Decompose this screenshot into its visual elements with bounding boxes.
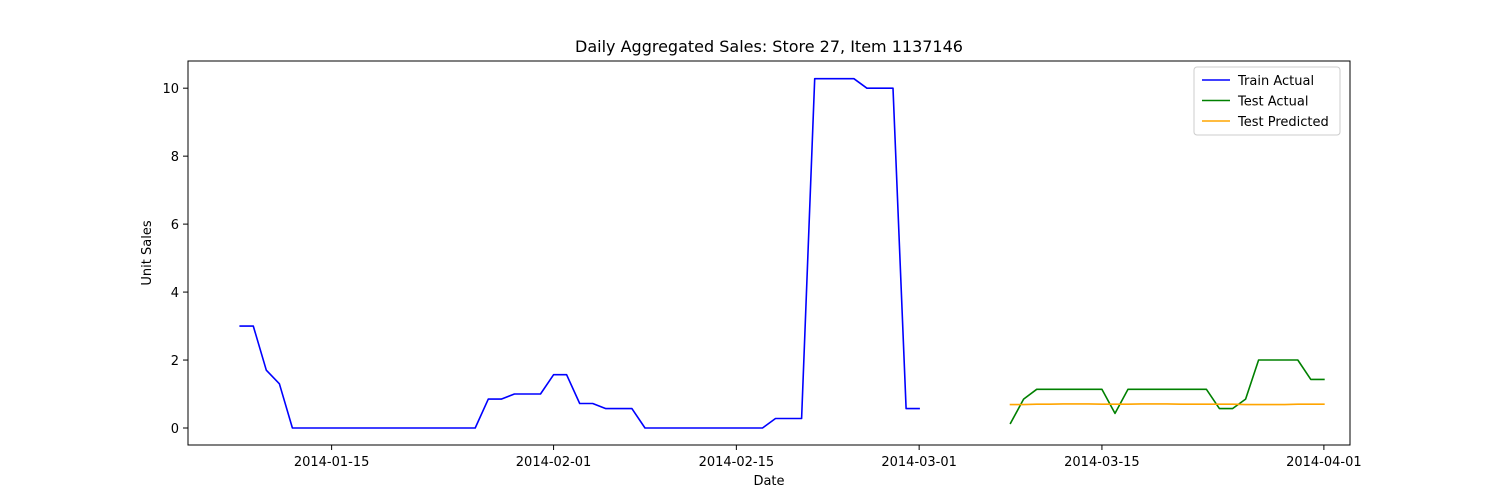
series-group: [239, 77, 1325, 429]
x-tick-label: 2014-02-01: [516, 455, 592, 470]
y-axis-label: Unit Sales: [140, 220, 155, 285]
legend-label-test-predicted: Test Predicted: [1237, 115, 1329, 130]
plot-area: 2014-01-15 2014-02-01 2014-02-15 2014-03-01…: [162, 60, 1362, 470]
x-tick-label: 2014-02-15: [699, 455, 775, 470]
x-tick-label: 2014-03-15: [1064, 455, 1140, 470]
series-line-test-actual: [1009, 359, 1325, 425]
y-tick-label: 6: [171, 218, 179, 233]
series-line-test-predicted: [1009, 403, 1325, 406]
legend: Train Actual Test Actual Test Predicted: [1193, 66, 1341, 136]
y-tick-label: 4: [171, 286, 179, 301]
legend-label-test-actual: Test Actual: [1237, 95, 1308, 110]
legend-label-train-actual: Train Actual: [1237, 74, 1314, 89]
y-tick-label: 10: [162, 82, 179, 97]
x-axis-label: Date: [753, 474, 784, 489]
legend-box: [1193, 66, 1341, 136]
chart-title: Daily Aggregated Sales: Store 27, Item 1…: [575, 37, 963, 56]
axes-frame: [187, 60, 1351, 446]
y-tick-label: 2: [171, 354, 179, 369]
x-tick-label: 2014-04-01: [1286, 455, 1362, 470]
y-tick-label: 8: [171, 150, 179, 165]
x-tick-label: 2014-01-15: [294, 455, 370, 470]
y-tick-label: 0: [171, 422, 179, 437]
x-tick-label: 2014-03-01: [881, 455, 957, 470]
series-line-train-actual: [239, 77, 920, 429]
